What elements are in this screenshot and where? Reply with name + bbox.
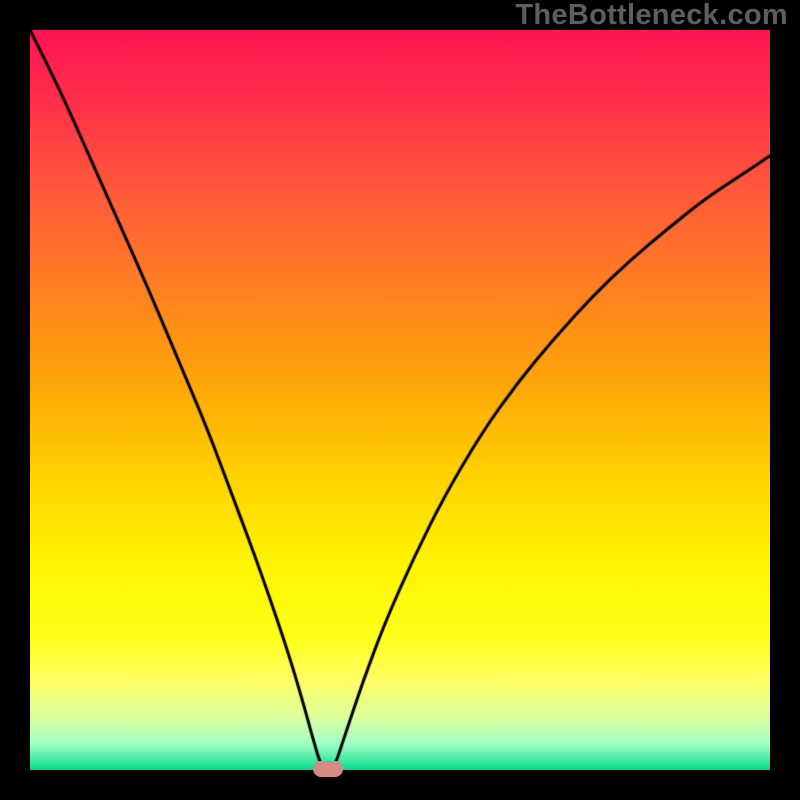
bottleneck-curve <box>30 30 770 770</box>
watermark-label: TheBottleneck.com <box>515 0 788 32</box>
chart-container: TheBottleneck.com <box>0 0 800 800</box>
plot-area <box>30 30 770 770</box>
optimum-marker <box>313 761 343 777</box>
